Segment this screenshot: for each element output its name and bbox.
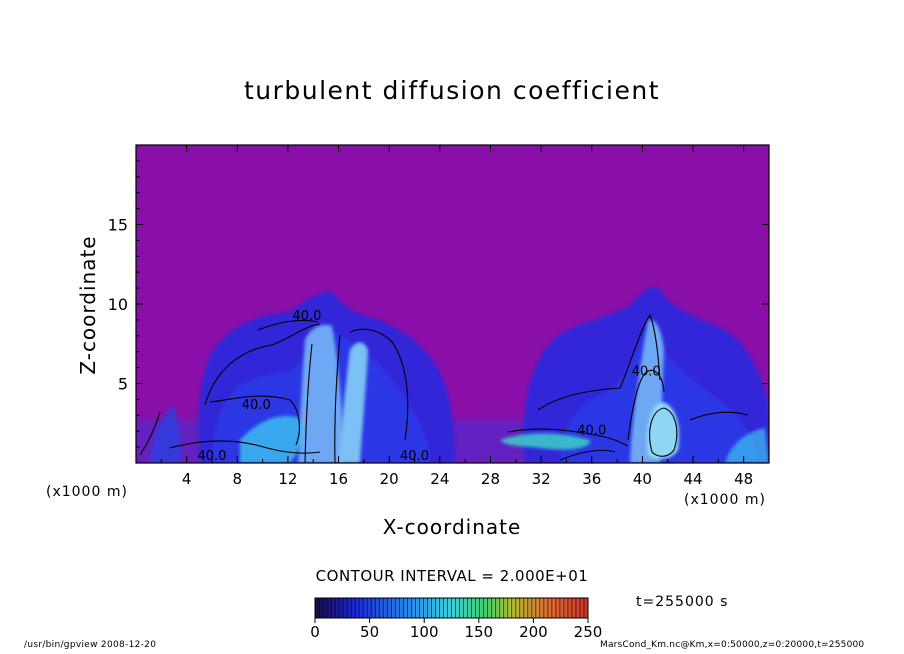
y-tick-label: 5: [118, 375, 128, 394]
chart-title: turbulent diffusion coefficient: [243, 76, 661, 105]
colorbar-ticks: 0 50 100 150 200 250: [310, 618, 602, 641]
y-axis-ticks: 5 10 15: [108, 160, 769, 448]
contour-labels: 40.0 40.0 40.0 40.0 40.0 40.0: [197, 309, 660, 464]
colorbar-tick-label: 150: [464, 623, 493, 641]
x-unit-right: (x1000 m): [684, 492, 766, 508]
footer-source: MarsCond_Km.nc@Km,x=0:50000,z=0:20000,t=…: [600, 640, 865, 650]
x-tick-label: 20: [380, 470, 399, 488]
time-label: t=255000 s: [636, 594, 729, 610]
x-tick-label: 8: [233, 470, 243, 488]
x-axis-ticks: 4 8 12 16 20 24 28 32 36 40 44 48: [160, 145, 753, 488]
contour-label: 40.0: [292, 309, 321, 324]
contour-label: 40.0: [632, 365, 661, 380]
x-tick-label: 44: [683, 470, 702, 488]
colorbar-tick-label: 50: [360, 623, 379, 641]
contour-interval-label: CONTOUR INTERVAL = 2.000E+01: [315, 567, 589, 585]
contour-label: 40.0: [242, 398, 271, 413]
x-tick-label: 36: [582, 470, 601, 488]
x-tick-label: 48: [734, 470, 753, 488]
plume-left-core: [298, 324, 345, 463]
x-axis-label: X-coordinate: [382, 515, 522, 539]
colorbar-tick-label: 200: [519, 623, 548, 641]
x-tick-label: 16: [329, 470, 348, 488]
contour-label: 40.0: [197, 449, 226, 464]
colorbar-tick-label: 100: [410, 623, 439, 641]
x-tick-label: 28: [481, 470, 500, 488]
colorbar-tick-label: 0: [310, 623, 320, 641]
y-tick-label: 10: [108, 295, 128, 314]
x-tick-label: 4: [182, 470, 192, 488]
x-tick-label: 32: [532, 470, 551, 488]
x-tick-label: 24: [430, 470, 449, 488]
colorbar-tick-label: 250: [574, 623, 603, 641]
contour-lines: [139, 313, 749, 463]
x-tick-label: 12: [278, 470, 297, 488]
x-tick-label: 40: [633, 470, 652, 488]
x-unit-left: (x1000 m): [46, 484, 128, 500]
footer-command: /usr/bin/gpview 2008-12-20: [24, 640, 157, 650]
contour-label: 40.0: [400, 449, 429, 464]
y-tick-label: 15: [108, 216, 128, 235]
contour-label: 40.0: [577, 423, 606, 438]
heatmap-field: [136, 286, 769, 463]
